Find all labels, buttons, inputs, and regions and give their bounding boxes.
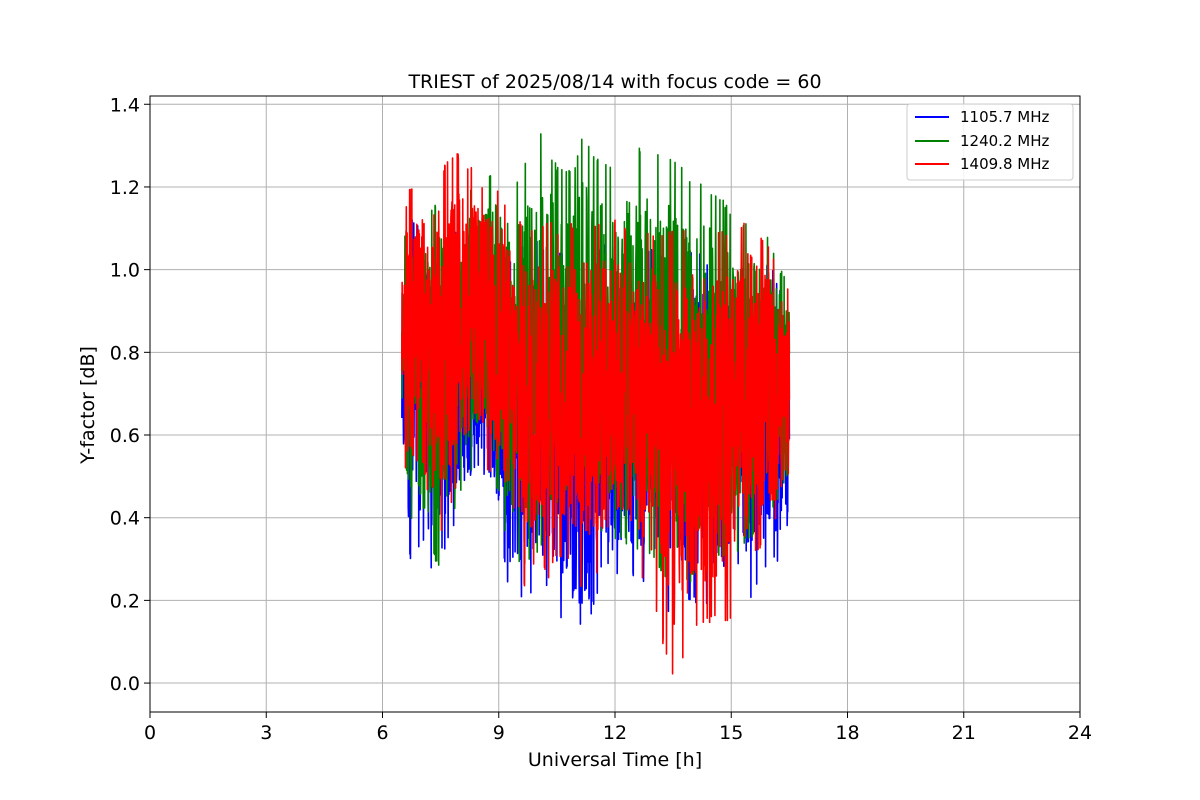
y-axis-ticks: 0.0 0.2 0.4 0.6 0.8 1.0 1.2 1.4 bbox=[110, 94, 150, 695]
series-group bbox=[401, 133, 791, 675]
x-tick-label: 6 bbox=[376, 722, 388, 744]
legend-label-1409: 1409.8 MHz bbox=[960, 155, 1049, 173]
y-axis-label: Y-factor [dB] bbox=[77, 346, 99, 465]
x-tick-label: 0 bbox=[144, 722, 156, 744]
x-tick-label: 21 bbox=[952, 722, 976, 744]
x-tick-label: 3 bbox=[260, 722, 272, 744]
y-tick-label: 1.4 bbox=[110, 94, 140, 116]
y-tick-label: 1.2 bbox=[110, 177, 140, 199]
x-tick-label: 9 bbox=[493, 722, 505, 744]
x-axis-label: Universal Time [h] bbox=[528, 749, 702, 771]
legend-label-1105: 1105.7 MHz bbox=[960, 108, 1049, 126]
x-tick-label: 15 bbox=[719, 722, 743, 744]
y-tick-label: 0.4 bbox=[110, 508, 140, 530]
legend-label-1240: 1240.2 MHz bbox=[960, 132, 1049, 150]
series-line-1409 bbox=[401, 153, 791, 675]
chart-title: TRIEST of 2025/08/14 with focus code = 6… bbox=[407, 71, 821, 93]
legend: 1105.7 MHz 1240.2 MHz 1409.8 MHz bbox=[906, 103, 1074, 181]
y-tick-label: 1.0 bbox=[110, 260, 140, 282]
y-tick-label: 0.8 bbox=[110, 342, 140, 364]
x-tick-label: 24 bbox=[1068, 722, 1092, 744]
x-tick-label: 18 bbox=[835, 722, 859, 744]
y-tick-label: 0.6 bbox=[110, 425, 140, 447]
legend-box bbox=[906, 103, 1074, 181]
x-tick-label: 12 bbox=[603, 722, 627, 744]
y-tick-label: 0.0 bbox=[110, 673, 140, 695]
y-tick-label: 0.2 bbox=[110, 590, 140, 612]
x-axis-ticks: 0 3 6 9 12 15 18 21 24 bbox=[144, 712, 1092, 744]
